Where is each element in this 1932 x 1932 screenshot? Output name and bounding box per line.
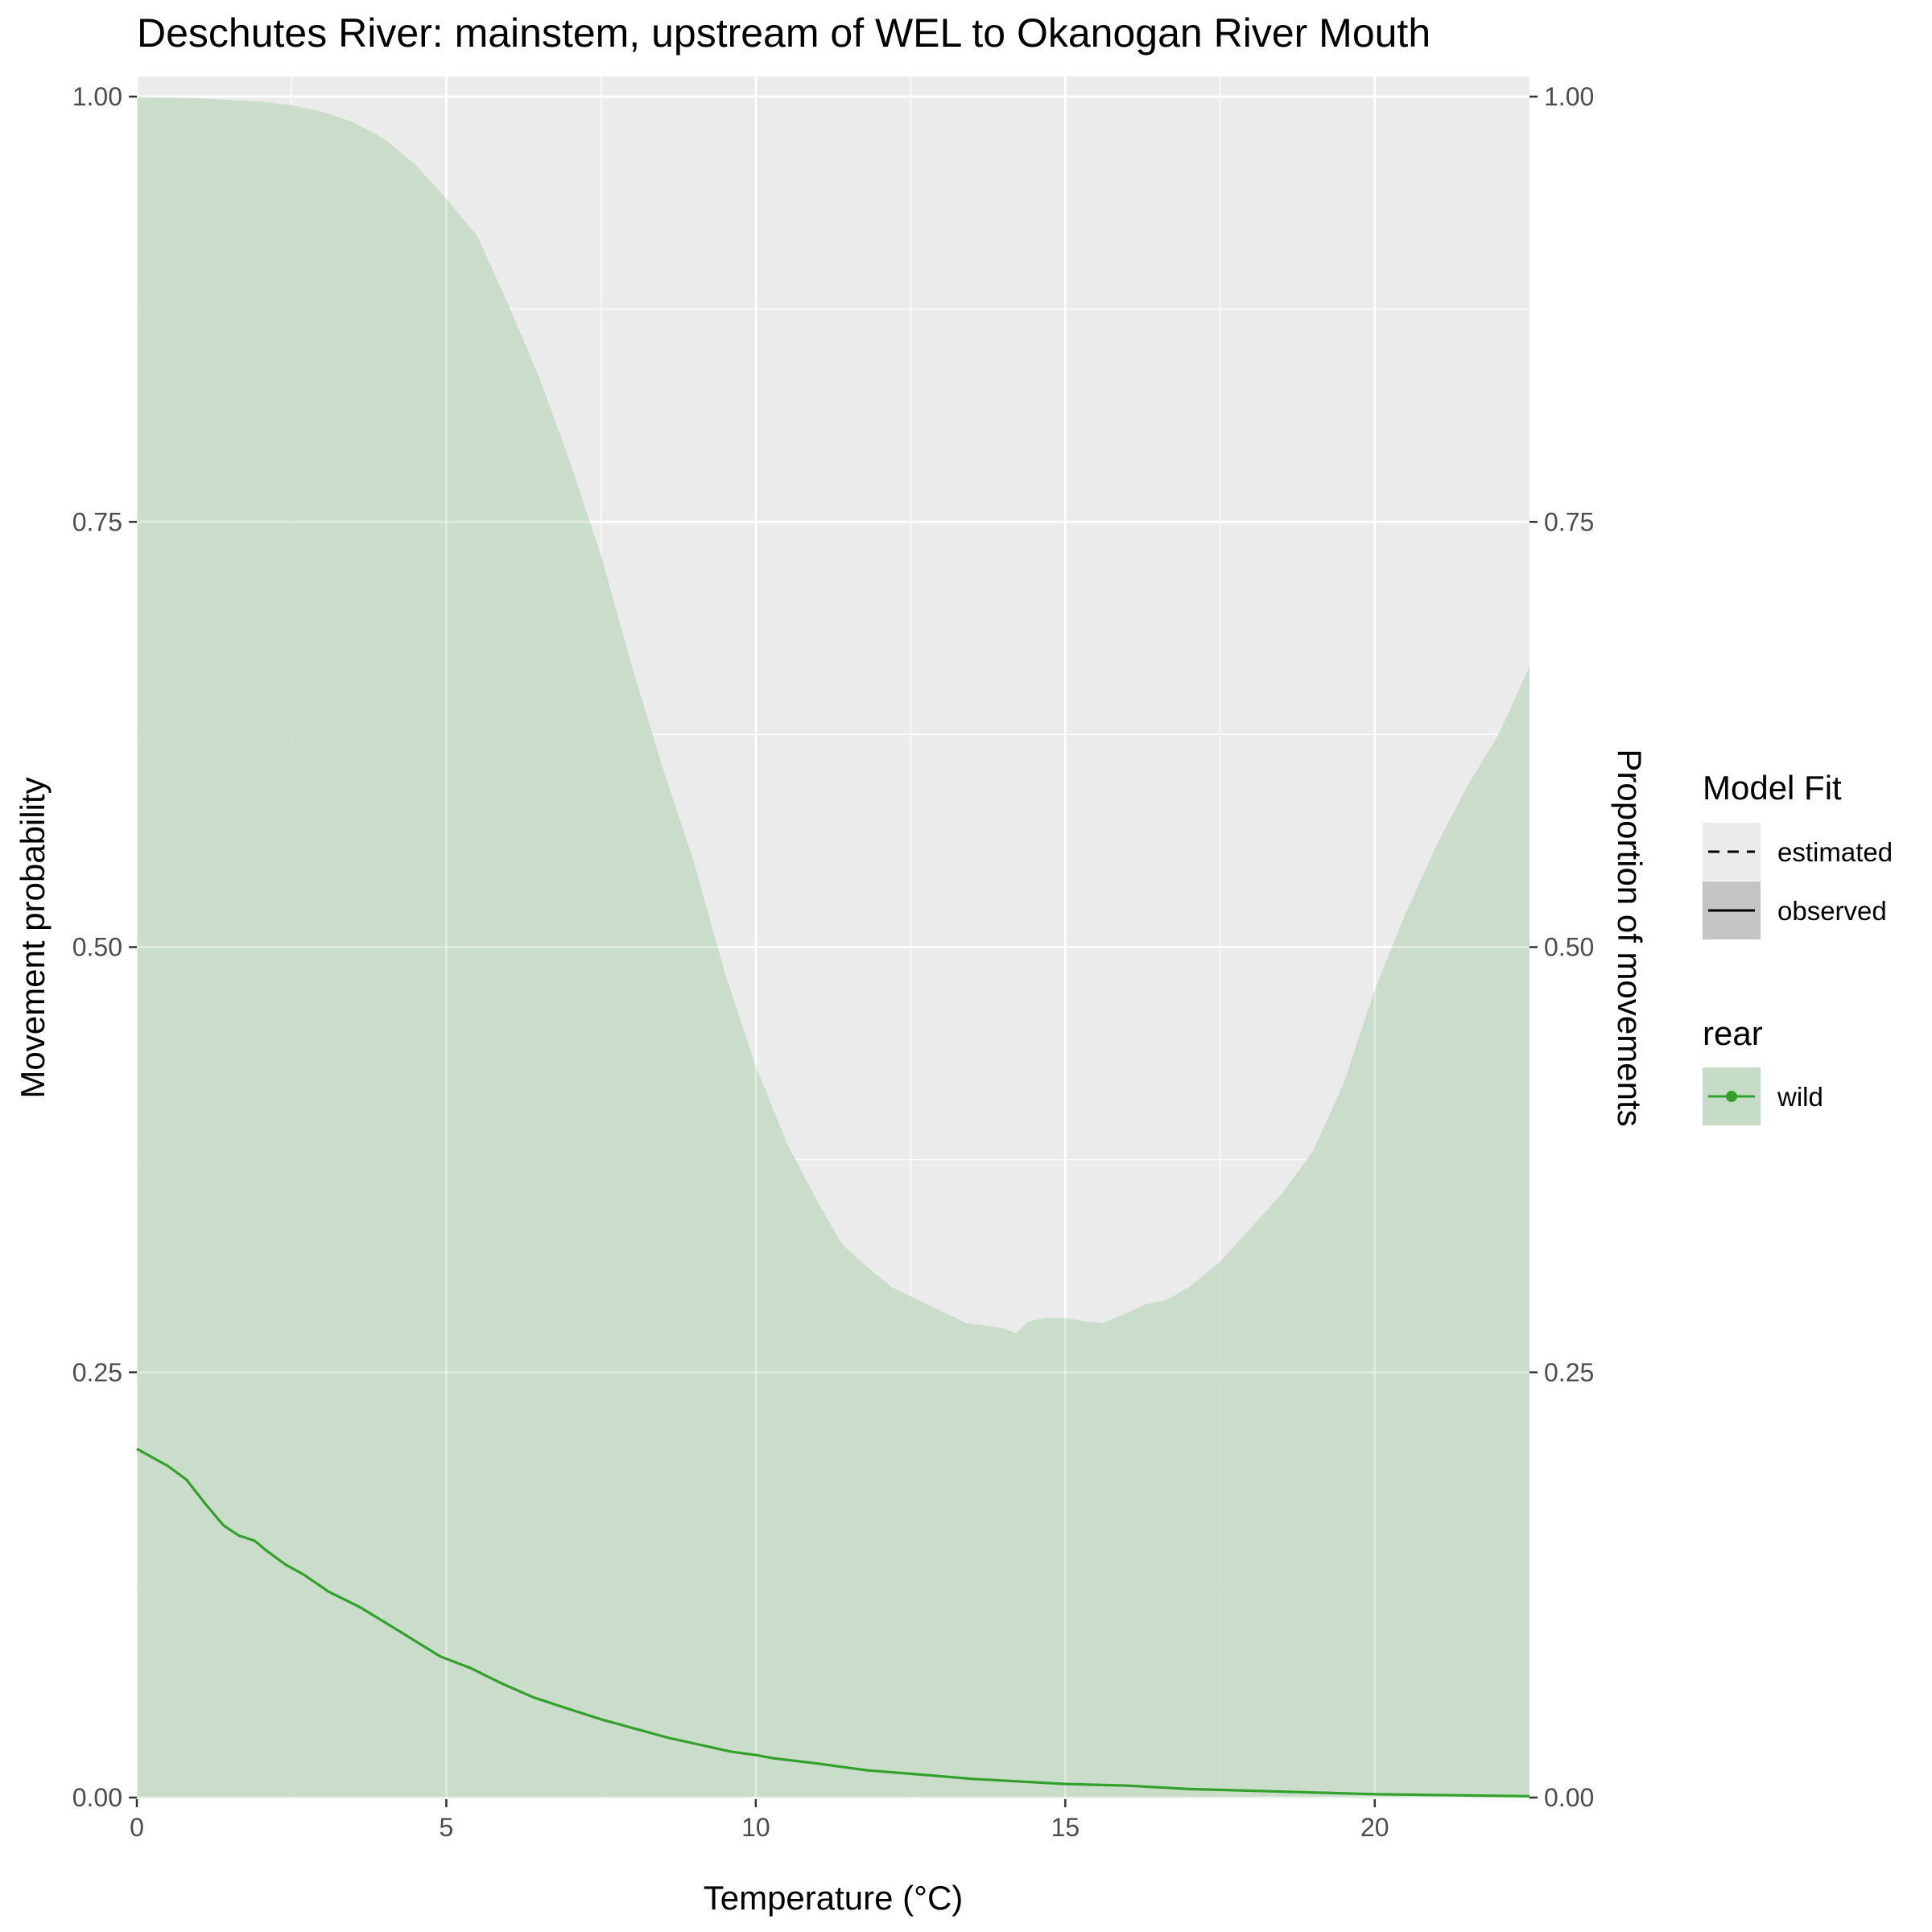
right-y-axis-title: Proportion of movements — [1611, 749, 1649, 1126]
right-y-tick-label: 1.00 — [1544, 82, 1594, 111]
confidence-band-layer — [135, 76, 1530, 1799]
legend-model-fit: Model Fit estimated observed — [1703, 769, 1893, 939]
y-tick-label: 0.50 — [72, 933, 122, 962]
series-wild-line — [136, 1447, 1530, 1798]
series-line-layer — [136, 1447, 1530, 1798]
right-y-tick-label: 0.75 — [1544, 507, 1594, 536]
legend-label-estimated: estimated — [1777, 837, 1893, 867]
legend-title-model-fit: Model Fit — [1703, 769, 1842, 807]
y-tick-label: 0.25 — [72, 1358, 122, 1387]
right-y-tick-label: 0.25 — [1544, 1358, 1594, 1387]
chart-title: Deschutes River: mainstem, upstream of W… — [137, 10, 1430, 56]
legend-key-wild-point — [1726, 1091, 1737, 1102]
left-y-axis: 0.00 0.25 0.50 0.75 1.00 — [72, 82, 137, 1812]
y-tick-label: 0.75 — [72, 507, 122, 536]
x-axis-title: Temperature (°C) — [704, 1879, 964, 1917]
x-tick-label: 15 — [1051, 1813, 1080, 1842]
x-tick-label: 0 — [130, 1813, 144, 1842]
right-y-tick-label: 0.00 — [1544, 1783, 1594, 1812]
x-tick-label: 10 — [741, 1813, 770, 1842]
y-tick-label: 1.00 — [72, 82, 122, 111]
legend-label-observed: observed — [1777, 896, 1887, 926]
x-axis: 0 5 10 15 20 — [130, 1799, 1389, 1842]
right-y-axis: 0.00 0.25 0.50 0.75 1.00 — [1530, 82, 1594, 1812]
legend-rear: rear wild — [1703, 1014, 1823, 1125]
y-axis-title: Movement probability — [14, 777, 52, 1098]
x-tick-label: 5 — [440, 1813, 454, 1842]
right-y-tick-label: 0.50 — [1544, 933, 1594, 962]
legend-label-wild: wild — [1777, 1082, 1823, 1112]
y-tick-label: 0.00 — [72, 1783, 122, 1812]
legend-title-rear: rear — [1703, 1014, 1763, 1052]
series-wild-confidence-band — [137, 97, 1530, 1798]
x-tick-label: 20 — [1360, 1813, 1389, 1842]
